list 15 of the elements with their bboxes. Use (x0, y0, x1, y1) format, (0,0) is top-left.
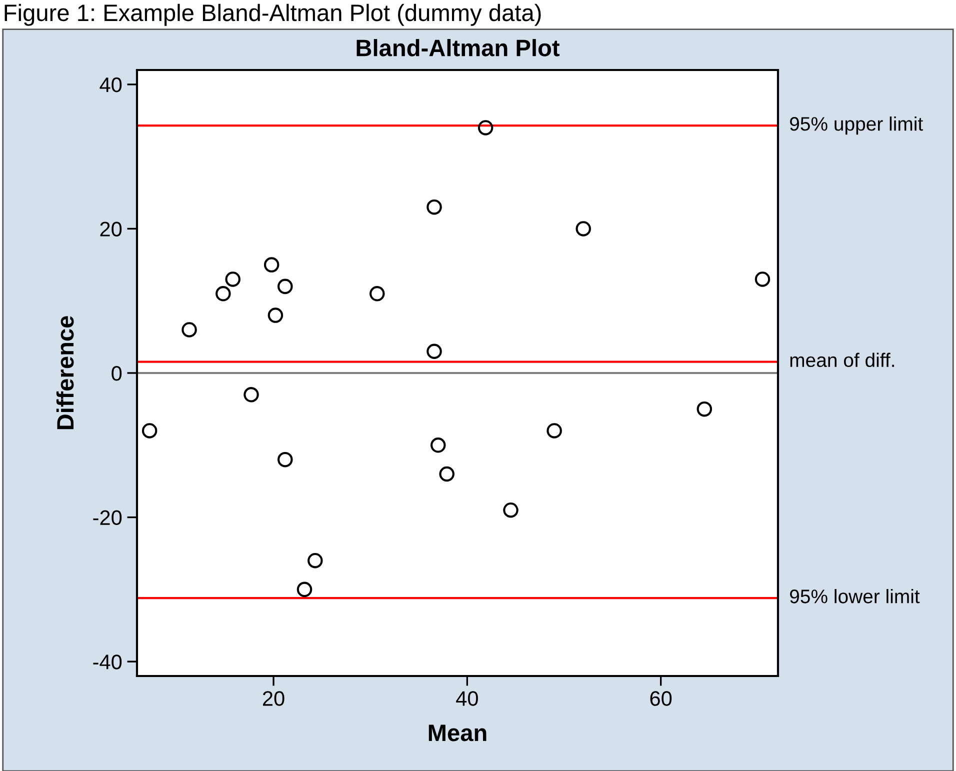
chart-title: Bland-Altman Plot (356, 39, 560, 56)
x-tick-label: 60 (650, 691, 672, 706)
x-axis-title: Mean (428, 724, 486, 742)
y-tick-label: 40 (100, 77, 122, 92)
caption: Figure 1: Example Bland-Altman Plot (dummy data) (4, 4, 541, 26)
y-axis-title: Difference (56, 316, 74, 430)
y-tick-label: 0 (112, 366, 122, 381)
y-tick-label: 20 (100, 222, 122, 236)
y-tick-label: -40 (93, 654, 122, 670)
x-tick-label: 40 (456, 691, 478, 706)
ref-line-label: 95% lower limit (790, 589, 920, 604)
ref-line-label: mean of diff. (790, 352, 894, 368)
ref-line-label: 95% upper limit (790, 116, 923, 135)
y-tick-label: -20 (93, 510, 122, 526)
x-tick-label: 20 (262, 691, 284, 706)
